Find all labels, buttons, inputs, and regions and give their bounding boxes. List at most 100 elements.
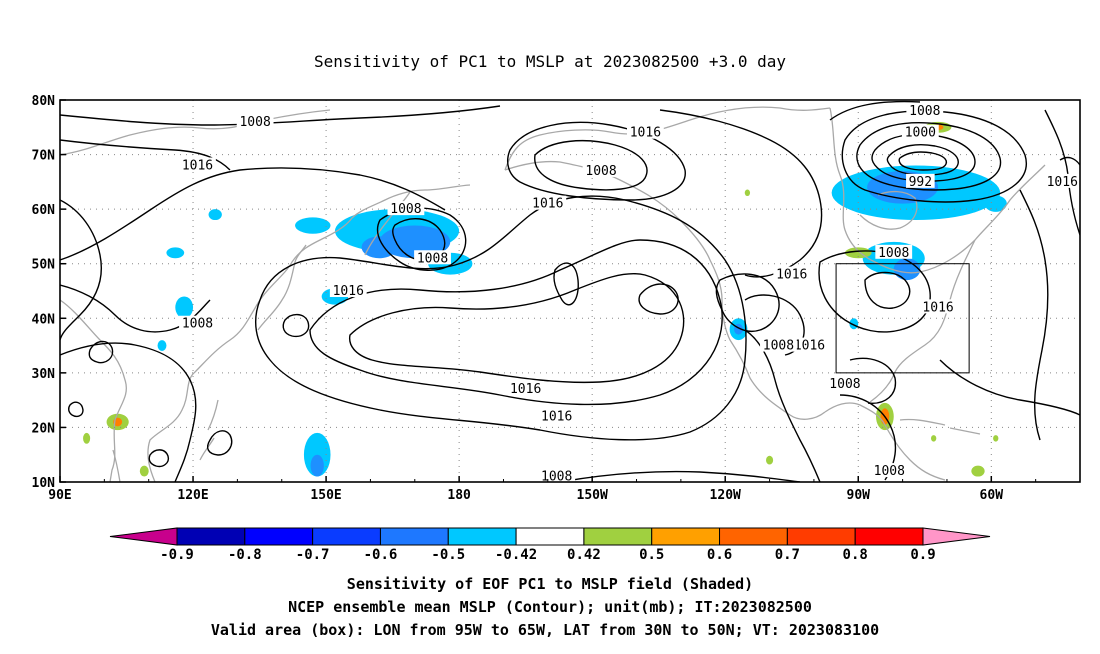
caption-line-1: Sensitivity of EOF PC1 to MSLP field (Sh…	[347, 575, 753, 593]
shaded-region-10	[157, 340, 167, 352]
colorbar-label: -0.42	[495, 547, 537, 563]
colorbar-label: -0.7	[296, 547, 330, 563]
y-tick-label-20N: 20N	[32, 421, 56, 436]
contour-label-6: 1016	[510, 382, 541, 397]
colorbar-swatch-8	[719, 527, 788, 546]
x-tick-label-150W: 150W	[577, 488, 608, 503]
y-tick-label-80N: 80N	[32, 94, 56, 109]
colorbar-swatch-0	[176, 527, 246, 546]
contour-label-bg	[826, 375, 864, 390]
colorbar-swatch-7	[651, 527, 721, 546]
y-tick-label-70N: 70N	[32, 149, 56, 164]
colorbar-low-extend	[109, 527, 178, 546]
shaded-region-29	[766, 455, 774, 465]
shaded-region-11	[208, 209, 222, 221]
colorbar-high-extend	[922, 527, 991, 546]
contour-label-bg	[538, 468, 576, 482]
colorbar-swatch-2	[312, 527, 381, 546]
x-tick-label-180: 180	[447, 488, 471, 503]
shaded-region-16	[984, 195, 1007, 212]
colorbar-label: 0.42	[567, 547, 601, 563]
caption-line-3: Valid area (box): LON from 95W to 65W, L…	[211, 621, 879, 639]
contour-label-11: 1016	[532, 197, 563, 212]
contour-label-bg	[414, 250, 451, 265]
shaded-region-32	[993, 435, 999, 442]
x-tick-label-120E: 120E	[177, 488, 208, 503]
y-tick-label-60N: 60N	[32, 203, 56, 218]
contour-label-15: 1008	[909, 104, 940, 119]
colorbar-swatch-10	[854, 527, 924, 546]
contour-label-21: 1008	[829, 377, 860, 392]
shaded-region-28	[139, 465, 149, 477]
contour-label-7: 1016	[541, 410, 572, 425]
x-tick-label-150E: 150E	[310, 488, 341, 503]
contour-label-0: 1008	[239, 115, 270, 130]
colorbar-swatch-9	[786, 527, 856, 546]
gridlines	[60, 100, 1080, 482]
caption-line-2: NCEP ensemble mean MSLP (Contour); unit(…	[288, 598, 812, 616]
colorbar-swatch-1	[244, 527, 314, 546]
colorbar-swatch-5	[515, 527, 585, 546]
mslp-contours	[60, 100, 1080, 482]
contour-label-bg	[901, 124, 939, 139]
colorbar-label: 0.8	[843, 547, 868, 563]
y-tick-label-30N: 30N	[32, 367, 56, 382]
colorbar-swatch-3	[379, 527, 449, 546]
contour-label-18: 1008	[878, 246, 909, 261]
y-tick-label-40N: 40N	[32, 312, 56, 327]
contour-label-bg	[1043, 173, 1080, 188]
contour-label-5: 1008	[182, 317, 213, 332]
contour-label-9: 1016	[630, 126, 661, 141]
contour-label-bg	[760, 337, 797, 352]
colorbar-label: -0.6	[364, 547, 398, 563]
colorbar-label: -0.9	[160, 547, 194, 563]
y-tick-label-50N: 50N	[32, 258, 56, 273]
valid-area-box	[835, 263, 970, 374]
colorbar-label: -0.5	[431, 547, 465, 563]
contour-label-bg	[870, 463, 908, 478]
contour-label-bg	[236, 113, 274, 128]
contour-label-bg	[791, 337, 828, 352]
shaded-region-30	[971, 465, 985, 477]
contour-label-8: 1008	[541, 470, 572, 485]
contour-label-10: 1008	[585, 164, 616, 179]
shaded-region-7	[310, 454, 324, 477]
shaded-region-1	[379, 225, 451, 259]
contour-label-1: 1016	[182, 158, 213, 173]
contour-label-bg	[507, 381, 545, 396]
colorbar-swatch-6	[583, 527, 653, 546]
contour-label-bg	[582, 162, 620, 177]
contour-label-17: 992	[909, 175, 932, 190]
x-tick-label-60W: 60W	[980, 488, 1004, 503]
contour-label-14: 1008	[763, 339, 794, 354]
contour-label-bg	[626, 124, 664, 139]
shaded-region-33	[744, 189, 751, 197]
contour-label-bg	[329, 283, 367, 297]
contour-label-bg	[387, 201, 425, 216]
shaded-region-4	[295, 217, 331, 234]
map-area: 1008101610081008101610081016101610081016…	[60, 100, 1080, 485]
contour-label-bg	[919, 299, 957, 314]
shaded-region-15	[893, 258, 921, 281]
contour-label-19: 1016	[922, 300, 953, 315]
shaded-region-27	[83, 432, 91, 444]
shaded-region-8	[166, 247, 185, 259]
contour-label-20: 1016	[1047, 175, 1078, 190]
shaded-region-9	[175, 296, 194, 319]
contour-label-bg	[179, 157, 216, 172]
y-tick-label-10N: 10N	[32, 476, 56, 491]
colorbar: -0.9 -0.8 -0.7 -0.6 -0.5 -0.42 0.42 0.5 0.6 0.7 0.…	[109, 527, 991, 563]
contour-label-3: 1008	[417, 251, 448, 266]
x-tick-label-90W: 90W	[847, 488, 871, 503]
contour-label-22: 1008	[874, 464, 905, 479]
contour-label-bg	[906, 173, 935, 188]
contour-label-4: 1016	[333, 284, 364, 299]
contour-label-bg	[179, 315, 216, 330]
figure-title: Sensitivity of PC1 to MSLP at 2023082500…	[314, 52, 786, 71]
contour-label-12: 1016	[776, 268, 807, 283]
x-axis-ticks: 90E 120E 150E 180 150W 120W 90W 60W	[48, 476, 1081, 503]
contour-label-13: 1016	[794, 339, 825, 354]
contour-label-16: 1000	[905, 126, 936, 141]
